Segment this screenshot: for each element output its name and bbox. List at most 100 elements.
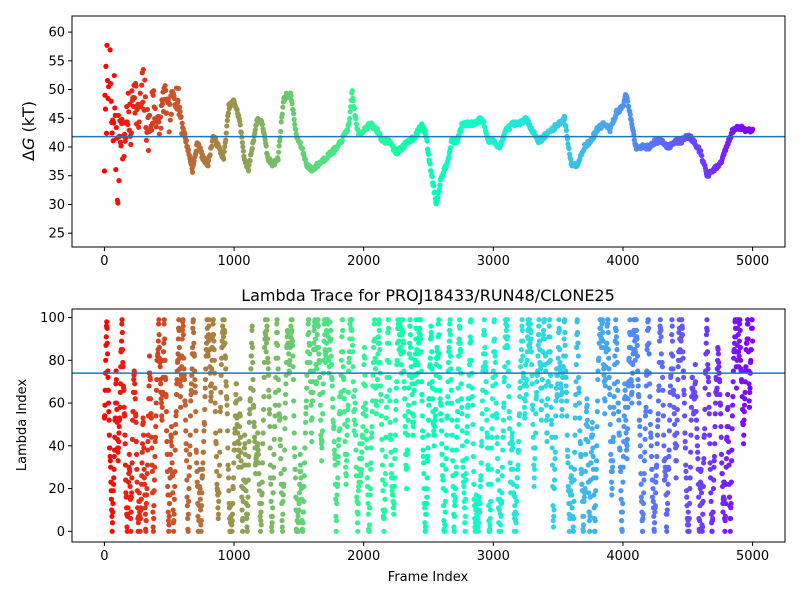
y-tick: 60 <box>48 397 72 412</box>
lambda-point <box>363 436 370 442</box>
lambda-point <box>462 513 468 519</box>
lambda-point <box>400 329 406 336</box>
lambda-point <box>403 485 410 492</box>
delta-g-point <box>156 131 162 137</box>
lambda-point <box>256 470 262 477</box>
lambda-point <box>583 409 589 415</box>
x-tick: 4000 <box>606 542 640 564</box>
delta-g-point <box>185 147 192 153</box>
lambda-point <box>538 406 545 413</box>
lambda-point <box>377 359 383 366</box>
lambda-point <box>460 464 466 470</box>
lambda-point <box>220 334 227 340</box>
lambda-point <box>364 462 370 468</box>
delta-g-point <box>104 42 110 48</box>
lambda-point <box>531 466 538 472</box>
lambda-point <box>711 477 717 483</box>
lambda-point <box>202 385 208 391</box>
lambda-point <box>104 351 111 357</box>
lambda-point <box>353 447 359 453</box>
lambda-point <box>153 400 159 406</box>
lambda-point <box>712 400 719 406</box>
lambda-point <box>417 317 424 323</box>
lambda-point <box>406 340 413 346</box>
delta-g-point <box>111 120 117 126</box>
lambda-point <box>133 451 140 457</box>
lambda-point <box>714 385 720 391</box>
lambda-point <box>637 432 643 438</box>
lambda-point <box>185 515 191 522</box>
lambda-point <box>172 468 178 475</box>
lambda-point <box>367 485 374 492</box>
lambda-point <box>420 447 426 453</box>
lambda-point <box>675 376 681 383</box>
lambda-point <box>446 338 452 344</box>
lambda-point <box>598 325 604 331</box>
y-tick-label: 25 <box>48 227 65 242</box>
lambda-point <box>576 389 582 395</box>
lambda-point <box>485 462 491 468</box>
delta-g-point <box>249 146 255 152</box>
lambda-point <box>246 438 252 445</box>
lambda-point <box>654 462 660 468</box>
lambda-point <box>717 379 723 385</box>
lambda-point <box>167 451 174 457</box>
lambda-point <box>584 396 590 402</box>
lambda-point <box>611 404 617 410</box>
lambda-point <box>481 332 488 338</box>
lambda-point <box>493 411 500 417</box>
lambda-point <box>718 423 724 430</box>
lambda-point <box>737 317 743 323</box>
lambda-point <box>387 419 393 425</box>
lambda-point <box>675 364 681 370</box>
lambda-point <box>102 413 108 419</box>
lambda-point <box>162 376 169 383</box>
lambda-point <box>551 477 558 483</box>
lambda-point <box>447 332 453 338</box>
lambda-point <box>706 432 713 438</box>
lambda-point <box>258 518 264 524</box>
lambda-point <box>341 396 347 402</box>
lambda-point <box>151 477 158 483</box>
lambda-point <box>656 383 662 389</box>
lambda-point <box>276 402 282 408</box>
delta-g-point <box>501 136 507 142</box>
lambda-point <box>401 385 407 391</box>
lambda-point <box>700 483 706 490</box>
lambda-point <box>453 447 460 453</box>
lambda-point <box>266 406 272 413</box>
lambda-point <box>558 381 564 387</box>
lambda-point <box>246 453 252 460</box>
lambda-point <box>648 430 654 436</box>
delta-g-point <box>167 101 173 107</box>
lambda-point <box>401 379 407 385</box>
lambda-point <box>104 340 110 346</box>
lambda-point <box>665 490 671 496</box>
lambda-point <box>266 394 272 400</box>
lambda-point <box>186 485 192 492</box>
delta-g-point <box>162 87 169 93</box>
delta-g-point <box>238 130 244 136</box>
lambda-point <box>213 430 219 436</box>
lambda-point <box>245 503 251 509</box>
lambda-point <box>133 419 139 425</box>
delta-g-point <box>146 112 153 118</box>
lambda-point <box>693 409 699 415</box>
lambda-point <box>518 357 524 363</box>
delta-g-point <box>153 124 159 130</box>
lambda-point <box>222 340 228 346</box>
lambda-point <box>236 423 243 430</box>
lambda-point <box>521 404 528 410</box>
lambda-point <box>443 466 449 472</box>
lambda-point <box>658 327 664 333</box>
lambda-point <box>500 428 506 434</box>
lambda-point <box>688 404 695 410</box>
lambda-point <box>132 381 138 387</box>
y-tick-label: 40 <box>48 141 65 156</box>
lambda-point <box>686 500 693 507</box>
lambda-point <box>137 515 144 522</box>
lambda-point <box>627 317 633 323</box>
lambda-point <box>694 434 700 440</box>
lambda-point <box>608 451 614 457</box>
lambda-point <box>517 394 523 400</box>
